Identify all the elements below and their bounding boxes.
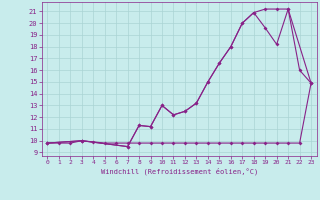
X-axis label: Windchill (Refroidissement éolien,°C): Windchill (Refroidissement éolien,°C) [100,168,258,175]
